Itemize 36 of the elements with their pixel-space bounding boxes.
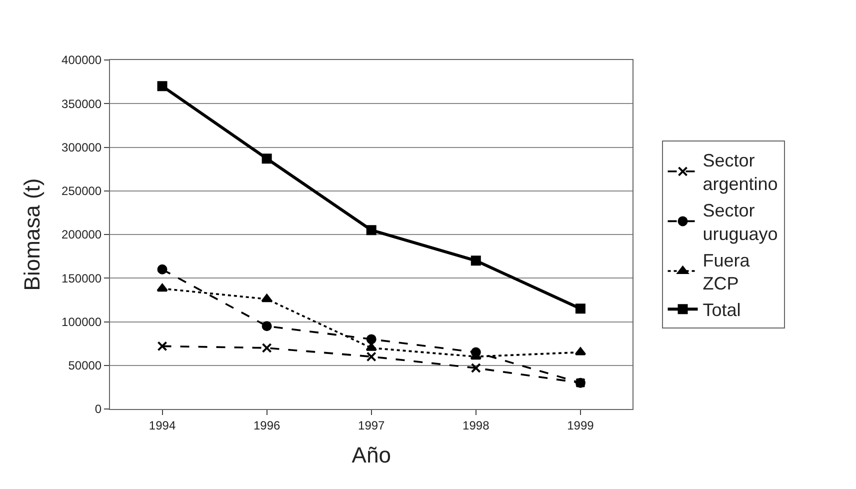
x-tick-label: 1999 bbox=[567, 418, 594, 432]
point bbox=[262, 154, 272, 164]
x-tick-label: 1994 bbox=[148, 418, 176, 432]
point bbox=[156, 284, 168, 292]
y-tick-label: 50000 bbox=[68, 358, 102, 373]
legend-label: Sector argentino bbox=[702, 150, 778, 194]
point bbox=[262, 342, 272, 353]
y-tick-label: 100000 bbox=[62, 314, 102, 329]
point bbox=[366, 334, 376, 344]
point bbox=[262, 321, 272, 332]
point bbox=[366, 225, 376, 236]
y-tick-label: 250000 bbox=[62, 184, 102, 198]
y-tick-label: 400000 bbox=[62, 53, 102, 68]
y-tick-label: 0 bbox=[94, 402, 102, 416]
point bbox=[366, 342, 377, 351]
x-tick-label: 1996 bbox=[253, 418, 280, 432]
point bbox=[157, 81, 168, 92]
point bbox=[157, 341, 168, 352]
x-tick-label: 1997 bbox=[358, 418, 386, 432]
point bbox=[366, 352, 376, 362]
y-tick-label: 350000 bbox=[62, 96, 102, 111]
point bbox=[261, 294, 272, 302]
y-axis-title: Biomasa (t) bbox=[19, 178, 44, 291]
point bbox=[470, 256, 481, 266]
x-tick-label: 1998 bbox=[462, 418, 490, 432]
point bbox=[470, 362, 481, 373]
point bbox=[574, 347, 586, 356]
legend-label: Fuera ZCP bbox=[702, 250, 751, 294]
point bbox=[575, 304, 586, 314]
x-axis-title: Año bbox=[352, 442, 391, 468]
legend-label: Sector uruguayo bbox=[702, 200, 778, 244]
legend-label: Total bbox=[702, 300, 741, 320]
point bbox=[157, 264, 168, 274]
y-tick-label: 300000 bbox=[62, 140, 102, 154]
y-tick-label: 200000 bbox=[62, 228, 102, 242]
y-tick-label: 150000 bbox=[62, 271, 102, 286]
